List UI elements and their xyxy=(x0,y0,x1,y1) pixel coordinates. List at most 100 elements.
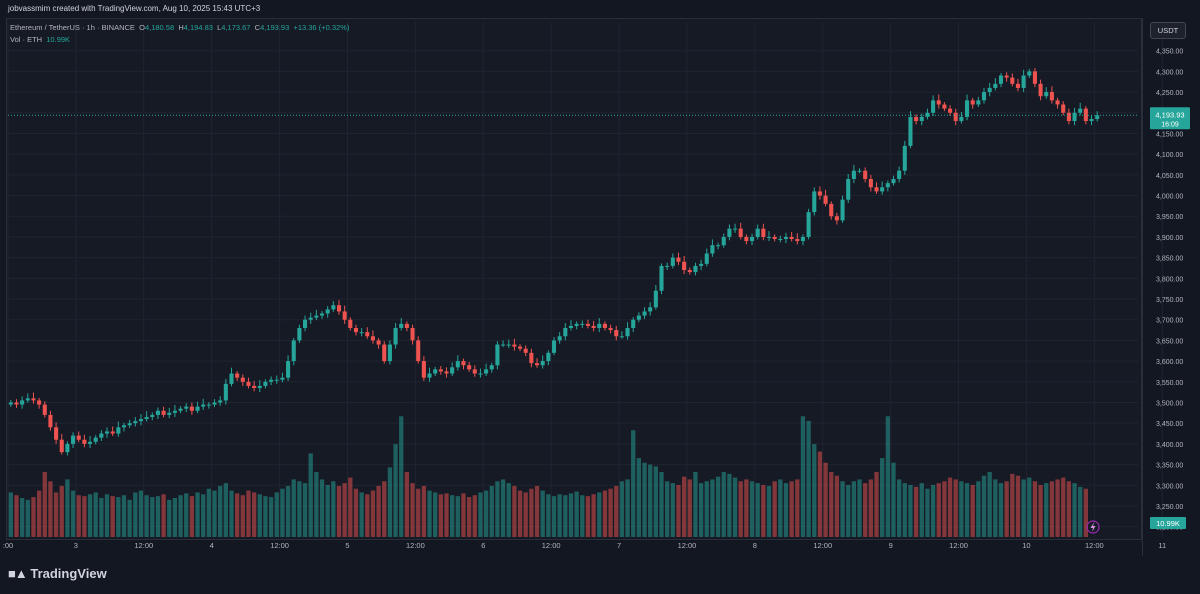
candle-body xyxy=(1095,115,1100,119)
price-tick-label: 3,350.00 xyxy=(1156,463,1183,470)
close-label: C xyxy=(254,23,261,32)
volume-bar xyxy=(710,479,715,537)
candle-body xyxy=(608,327,613,331)
volume-bar xyxy=(116,497,121,537)
candle-body xyxy=(625,327,630,337)
candle-body xyxy=(766,236,772,238)
volume-bar xyxy=(1078,486,1083,537)
candle-body xyxy=(987,87,992,93)
candle-body xyxy=(501,344,506,346)
volume-bar xyxy=(393,444,398,537)
candle-body xyxy=(885,183,890,188)
candle-body xyxy=(1004,75,1009,78)
volume-bar xyxy=(280,488,285,537)
candle-body xyxy=(721,236,726,246)
candle-body xyxy=(116,427,121,434)
price-tick-label: 3,800.00 xyxy=(1156,276,1183,283)
candle-body xyxy=(659,265,664,291)
volume-bar xyxy=(874,472,879,537)
volume-bar xyxy=(1015,475,1021,537)
candle-body xyxy=(48,414,53,428)
volume-bar xyxy=(800,416,806,537)
candle-body xyxy=(597,323,602,328)
volume-bar xyxy=(540,490,545,537)
candle-body xyxy=(914,116,919,122)
volume-bar xyxy=(483,490,489,537)
volume-bar xyxy=(642,462,647,537)
volume-bar xyxy=(704,481,709,537)
volume-bar xyxy=(829,472,834,537)
candle-body xyxy=(393,327,398,345)
volume-bar xyxy=(778,479,783,537)
candle-body xyxy=(800,236,805,242)
volume-bar xyxy=(466,497,472,537)
candle-body xyxy=(642,311,647,316)
volume-bar xyxy=(902,483,907,537)
candle-body xyxy=(772,236,777,240)
candle-body xyxy=(846,178,851,200)
volume-bar xyxy=(557,494,562,537)
volume-bar xyxy=(919,483,924,537)
volume-bar xyxy=(1032,481,1038,537)
price-tick-label: 3,650.00 xyxy=(1156,338,1183,345)
volume-bar xyxy=(19,498,25,537)
candle-body xyxy=(733,228,738,230)
candle-body xyxy=(467,365,472,370)
candle-body xyxy=(31,398,36,401)
volume-bar xyxy=(636,458,642,537)
candle-body xyxy=(257,385,262,389)
volume-bar xyxy=(970,485,975,537)
candle-body xyxy=(438,369,443,372)
volume-label[interactable]: Vol · ETH xyxy=(10,35,43,44)
volume-bar xyxy=(1027,477,1032,537)
price-tick-label: 3,450.00 xyxy=(1156,421,1183,428)
tradingview-logo[interactable]: ■▲ TradingView xyxy=(8,566,107,581)
candle-body xyxy=(993,83,998,88)
lightning-icon[interactable] xyxy=(1086,520,1100,534)
candle-body xyxy=(919,116,924,122)
candle-body xyxy=(834,216,839,221)
candle-body xyxy=(942,104,947,109)
volume-bar xyxy=(580,495,585,537)
candle-body xyxy=(138,419,144,422)
candle-body xyxy=(591,325,596,328)
candle-body xyxy=(286,361,291,378)
volume-bar xyxy=(998,483,1004,537)
chart-plot-area[interactable] xyxy=(6,18,1142,540)
candle-body xyxy=(387,344,392,362)
volume-bar xyxy=(257,494,262,537)
candle-body xyxy=(981,92,987,101)
volume-bar xyxy=(766,485,772,537)
candle-body xyxy=(948,108,953,113)
volume-bar xyxy=(806,420,811,537)
volume-bar xyxy=(325,485,330,537)
candle-body xyxy=(189,406,194,411)
candle-body xyxy=(749,236,755,242)
volume-bar xyxy=(87,494,93,537)
candle-body xyxy=(410,327,415,341)
volume-bar xyxy=(376,485,381,537)
candles xyxy=(8,68,1100,456)
volume-bar xyxy=(353,488,359,537)
last-price-badge xyxy=(1150,107,1190,130)
volume-bar xyxy=(104,494,110,537)
volume-bar xyxy=(150,497,155,537)
candle-body xyxy=(42,404,47,415)
candle-body xyxy=(484,369,489,374)
volume-bar xyxy=(648,464,653,537)
volume-bar xyxy=(942,481,947,537)
symbol-label[interactable]: Ethereum / TetherUS · 1h · BINANCE xyxy=(10,23,135,32)
volume-bar xyxy=(450,495,455,537)
candle-body xyxy=(444,371,449,374)
volume-bar xyxy=(812,444,817,537)
volume-bar xyxy=(857,479,862,537)
currency-button[interactable]: USDT xyxy=(1150,22,1186,39)
volume-bar xyxy=(178,495,183,537)
candle-body xyxy=(88,441,93,444)
candle-body xyxy=(512,344,517,347)
volume-bar xyxy=(659,472,664,537)
volume-bar xyxy=(698,483,704,537)
candle-body xyxy=(1061,104,1066,113)
price-tick-label: 4,150.00 xyxy=(1156,131,1183,138)
